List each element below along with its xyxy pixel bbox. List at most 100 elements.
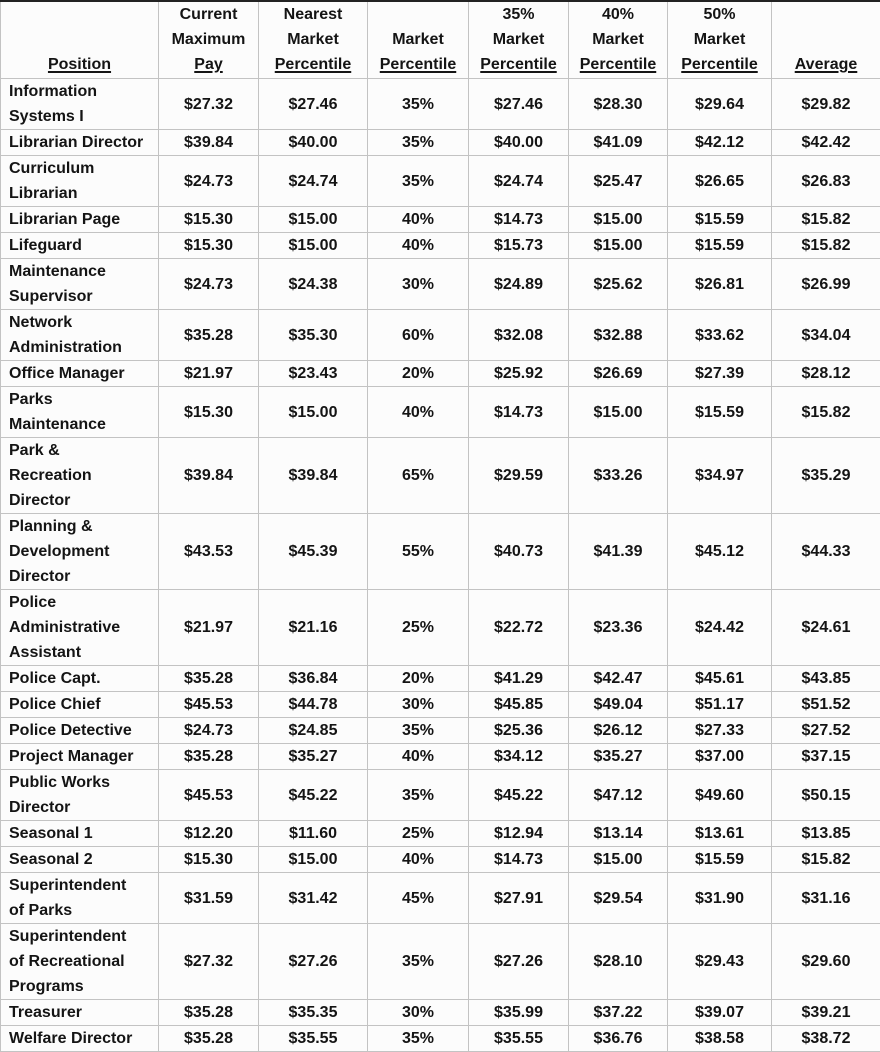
header-line: Position [1,52,158,77]
value-cell: $31.59 [159,873,259,924]
value-cell: $39.84 [159,438,259,514]
value-cell: 60% [368,310,469,361]
position-cell: Police Chief [1,692,159,718]
value-cell: $49.60 [668,770,772,821]
value-cell: $41.39 [569,514,668,590]
value-cell: $24.38 [259,259,368,310]
value-cell: $25.47 [569,156,668,207]
position-cell: Superintendent of Recreational Programs [1,924,159,1000]
header-line: Pay [159,52,258,77]
value-cell: $24.74 [469,156,569,207]
value-cell: $33.62 [668,310,772,361]
value-cell: 40% [368,387,469,438]
value-cell: $29.43 [668,924,772,1000]
value-cell: 35% [368,924,469,1000]
table-row: Planning & Development Director$43.53$45… [1,514,880,590]
value-cell: $44.33 [772,514,880,590]
value-cell: $42.42 [772,130,880,156]
value-cell: 30% [368,692,469,718]
value-cell: 30% [368,1000,469,1026]
value-cell: $49.04 [569,692,668,718]
header-line: Percentile [259,52,367,77]
value-cell: $45.22 [259,770,368,821]
position-cell: Parks Maintenance [1,387,159,438]
value-cell: $15.30 [159,847,259,873]
value-cell: 35% [368,770,469,821]
value-cell: $43.85 [772,666,880,692]
value-cell: $35.99 [469,1000,569,1026]
value-cell: $15.59 [668,847,772,873]
value-cell: 40% [368,847,469,873]
value-cell: 35% [368,156,469,207]
value-cell: $40.73 [469,514,569,590]
value-cell: $15.00 [569,387,668,438]
value-cell: $14.73 [469,207,569,233]
header-line: Percentile [569,52,667,77]
header-line: Market [259,27,367,52]
value-cell: $11.60 [259,821,368,847]
value-cell: $23.36 [569,590,668,666]
value-cell: $15.00 [569,207,668,233]
value-cell: $32.88 [569,310,668,361]
value-cell: $31.16 [772,873,880,924]
value-cell: $13.14 [569,821,668,847]
value-cell: $15.00 [259,847,368,873]
header-line: Market [368,27,468,52]
position-cell: Librarian Director [1,130,159,156]
value-cell: $51.17 [668,692,772,718]
value-cell: $23.43 [259,361,368,387]
value-cell: $26.65 [668,156,772,207]
value-cell: 40% [368,744,469,770]
value-cell: $43.53 [159,514,259,590]
value-cell: 35% [368,1026,469,1052]
value-cell: $15.30 [159,207,259,233]
value-cell: $27.32 [159,79,259,130]
value-cell: 20% [368,666,469,692]
value-cell: $24.74 [259,156,368,207]
header-line: Market [469,27,568,52]
value-cell: $15.30 [159,387,259,438]
header-line: Market [668,27,771,52]
value-cell: $15.82 [772,233,880,259]
value-cell: $15.00 [569,847,668,873]
value-cell: $15.30 [159,233,259,259]
header-line: Percentile [368,52,468,77]
header-line: Percentile [469,52,568,77]
position-cell: Welfare Director [1,1026,159,1052]
value-cell: $28.10 [569,924,668,1000]
value-cell: $15.00 [259,207,368,233]
header-line: 35% [469,2,568,27]
value-cell: $35.29 [772,438,880,514]
value-cell: $45.85 [469,692,569,718]
value-cell: $15.59 [668,233,772,259]
value-cell: $34.97 [668,438,772,514]
position-cell: Curriculum Librarian [1,156,159,207]
position-cell: Police Administrative Assistant [1,590,159,666]
value-cell: $24.85 [259,718,368,744]
value-cell: $38.72 [772,1026,880,1052]
value-cell: $45.61 [668,666,772,692]
value-cell: $35.28 [159,666,259,692]
value-cell: 40% [368,233,469,259]
position-cell: Office Manager [1,361,159,387]
position-cell: Police Capt. [1,666,159,692]
value-cell: 35% [368,79,469,130]
value-cell: 40% [368,207,469,233]
value-cell: $15.82 [772,387,880,438]
header-line: Percentile [668,52,771,77]
value-cell: $33.26 [569,438,668,514]
